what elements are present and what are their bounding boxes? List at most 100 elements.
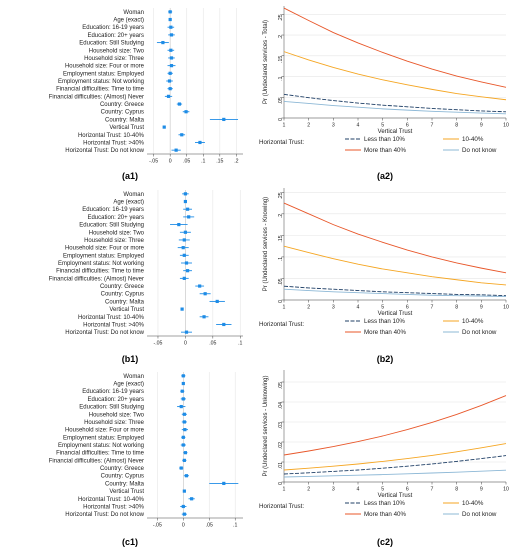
coef-label: Vertical Trust [109,307,144,313]
coef-label: Financial difficulties: (Almost) Never [49,458,144,464]
coef-label: Education: 16-19 years [82,207,144,213]
coef-point [181,246,185,250]
legend-label: Do not know [462,147,497,154]
series-line [283,285,507,297]
coef-label: Horizontal Trust: >40% [83,322,145,328]
coef-label: Household size: Four or more [65,64,145,70]
coef-label: Horizontal Trust: 10-40% [78,133,145,139]
coef-label: Education: Still Studying [79,223,144,229]
coef-point [183,199,187,204]
coef-label: Financial difficulties: Time to time [56,87,145,93]
x-tick-label: 3 [332,487,335,493]
series-line [283,202,507,274]
y-tick-label: .25 [278,14,284,21]
coef-point [182,420,186,424]
y-tick-label: .05 [278,97,284,104]
coef-point [182,412,186,416]
coef-point [177,102,182,106]
coef-point [181,443,185,447]
coef-point [203,292,207,296]
y-tick-label: .03 [278,422,284,429]
x-axis-label: Vertical Trust [378,311,413,317]
coef-svg-b1: -.05 0 .05 .1 Woman Age (exact)Education: 16-… [49,190,243,347]
coef-point [182,238,186,242]
coef-point [185,207,190,211]
coef-point [187,215,191,219]
series-line [283,455,507,475]
x-tick-label: 6 [406,305,409,311]
legend-label: More than 40% [364,511,406,518]
x-tick-label: 8 [455,305,458,311]
coef-point [183,451,187,455]
y-tick-label: .02 [278,442,284,449]
coef-label: Woman [123,10,144,16]
legend-label: Less than 10% [364,500,405,507]
coef-point [222,481,226,486]
coef-point [182,458,186,462]
caption-a1: (a1) [121,171,138,181]
x-axis-label: Vertical Trust [378,493,413,499]
coef-point [180,133,184,137]
series-line [283,288,507,298]
coef-label: Household size: Three [84,420,145,426]
coef-point [174,148,178,152]
x-tick-label: .15 [216,159,223,165]
coef-label: Education: 16-19 years [82,25,144,31]
coef-point [169,25,173,29]
y-tick-label: 0 [278,118,284,121]
y-tick-label: .15 [278,56,284,63]
legend-title: Horizontal Trust: [259,139,304,146]
coef-svg-c1: -.05 0 .05 .1 Woman Age (exact)Education: 16-… [49,372,243,529]
y-tick-label: .04 [278,402,284,409]
coef-label: Financial difficulties: (Almost) Never [49,276,144,282]
plot-area [147,190,243,336]
series-line [283,469,507,478]
coef-point [180,389,184,393]
coef-label: Horizontal Trust: Do not know [65,330,144,336]
coef-label: Education: Still Studying [79,41,144,47]
coef-plot-c1: -.05 0 .05 .1 Woman Age (exact) Education: 16-… [1,364,261,536]
coef-point [169,48,173,52]
coef-label: Horizontal Trust: >40% [83,140,145,146]
y-tick-label: .05 [278,382,284,389]
y-tick-label: 0 [278,482,284,485]
y-tick-label: .1 [278,76,284,80]
legend-label: 10-40% [462,500,484,507]
coef-point [185,269,190,273]
coef-point [162,125,166,129]
coef-label: Employment status: Not working [58,79,144,85]
coef-point [202,315,206,319]
caption-b2: (b2) [376,354,394,364]
coef-label: Country: Greece [100,466,145,472]
y-axis-label: Pr (Undeclared services - Total) [263,20,269,104]
coef-point [181,397,185,401]
line-plot-a2: 0 .05 .1 .15 .2 .25 1 2 3 4 5 6 7 8 9 10 Vertical Trust P… [257,0,513,172]
x-tick-label: 7 [431,487,434,493]
x-tick-label: .1 [238,341,242,347]
x-tick-label: 7 [431,123,434,129]
x-tick-label: 2 [307,123,310,129]
x-tick-label: 9 [480,305,483,311]
coef-label: Woman [123,192,144,198]
x-tick-label: 0 [182,523,185,529]
x-tick-label: .05 [183,159,190,165]
coef-point [184,261,189,265]
coef-point [198,284,202,288]
legend-label: More than 40% [364,329,406,336]
coef-label: Country: Malta [105,117,145,123]
coef-label: Household size: Three [84,56,145,62]
plot-area [147,8,243,154]
x-tick-label: 9 [480,123,483,129]
coef-label: Country: Greece [100,102,145,108]
coef-point [179,404,183,409]
coef-point [182,489,186,493]
legend-label: Do not know [462,329,497,336]
coef-label: Woman [123,374,144,380]
series-line [283,443,507,471]
coef-point [168,71,172,75]
x-tick-label: -.05 [153,341,162,347]
x-tick-label: 6 [406,487,409,493]
series-line [283,100,507,115]
coef-label: Horizontal Trust: Do not know [65,512,144,518]
